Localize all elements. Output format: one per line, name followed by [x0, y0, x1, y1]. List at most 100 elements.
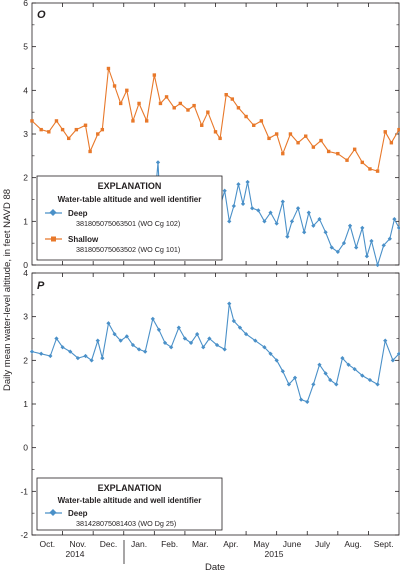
x-month-label-11: Sept. — [374, 539, 394, 549]
panel-o-series-1-point-46 — [352, 147, 357, 151]
panel-p-series-0-point-10 — [100, 356, 105, 361]
panel-o-series-0-point-39 — [341, 241, 347, 246]
panel-p-ytick-label-0: -2 — [20, 530, 28, 540]
panel-p-series-0-point-34 — [253, 338, 258, 343]
legend-o-deep-id: 381805075063501 (WO Cg 102) — [76, 219, 180, 228]
legend-o-subtitle: Water-table altitude and well identifier — [58, 195, 202, 204]
panel-p-series-0-point-23 — [182, 336, 188, 341]
panel-p-series-0-point-15 — [130, 342, 136, 348]
panel-o-series-0-point-42 — [360, 225, 365, 231]
panel-p-series-0-point-29 — [222, 347, 227, 352]
panel-o: 0 1 2 3 4 5 6 O EXPLANATION Water-table altitu… — [23, 0, 400, 270]
panel-o-series-1-point-41 — [311, 145, 316, 149]
legend-p-subtitle: Water-table altitude and well identifier — [58, 496, 202, 505]
panel-o-series-0-point-34 — [311, 223, 316, 228]
panel-o-series-1-point-52 — [397, 127, 400, 132]
panel-p-series-0-point-26 — [201, 345, 206, 350]
panel-p-ytick-label-5: 3 — [23, 312, 28, 322]
panel-o-series-1-point-5 — [67, 136, 71, 141]
panel-o-series-0-point-2 — [155, 160, 161, 165]
year-label-2015: 2015 — [265, 549, 284, 559]
legend-o-title: EXPLANATION — [98, 181, 162, 191]
panel-o-series-0-point-44 — [369, 238, 374, 244]
panel-o-series-1-point-24 — [192, 103, 196, 108]
panel-o-series-1-point-23 — [186, 108, 190, 112]
panel-o-series-1-line — [31, 67, 400, 172]
panel-o-series-1-point-6 — [74, 127, 79, 132]
panel-p-series-0-point-0 — [29, 349, 35, 354]
panel-p-series-0-point-42 — [305, 399, 310, 404]
panel-o-series-0-point-45 — [375, 262, 380, 268]
panel-p-series-0-point-22 — [176, 325, 181, 330]
panel-o-series-0-point-24 — [256, 208, 261, 213]
panel-o-series-1-point-17 — [144, 119, 149, 123]
panel-p-series-0-point-54 — [383, 338, 388, 343]
x-month-label-9: July — [315, 539, 331, 549]
x-month-label-6: Apr. — [223, 539, 238, 549]
panel-p-series-0-point-52 — [367, 377, 373, 383]
panel-o-ytick-label-5: 5 — [23, 42, 28, 52]
panel-o-series-0-point-31 — [295, 206, 301, 211]
panel-o-series-0-point-35 — [317, 217, 322, 222]
panel-o-series-1-point-49 — [375, 169, 380, 173]
panel-p-ytick-label-1: -1 — [20, 486, 28, 496]
panel-p-series-0-point-44 — [317, 362, 322, 367]
x-month-label-2: Dec. — [100, 539, 117, 549]
panel-p-series-0-point-37 — [274, 358, 279, 363]
panel-p-label: P — [37, 280, 45, 292]
panel-o-series-1-point-10 — [100, 127, 105, 132]
panel-o-legend: EXPLANATION Water-table altitude and wel… — [36, 175, 223, 261]
panel-p-series-0-point-56 — [396, 351, 400, 356]
panel-o-series-1-point-9 — [96, 132, 100, 136]
panel-p-series-0-point-27 — [207, 336, 212, 341]
panel-p-series-0-point-1 — [39, 351, 44, 356]
panel-o-series-1-point-51 — [389, 141, 394, 145]
y-axis-label: Daily mean water-level altitude, in feet… — [2, 189, 13, 391]
panel-o-series-1-point-11 — [106, 66, 111, 71]
panel-o-series-0-point-47 — [387, 236, 392, 241]
panel-p-series-0-point-39 — [286, 382, 292, 387]
panel-o-series-0-point-40 — [347, 223, 353, 228]
panel-o-series-1-point-4 — [60, 127, 65, 132]
panel-o-series-1-point-35 — [267, 136, 271, 141]
legend-p-deep-marker — [49, 508, 57, 517]
legend-p-box — [36, 477, 223, 531]
legend-p-deep-name: Deep — [68, 509, 88, 518]
panel-o-series-0-point-29 — [285, 234, 290, 239]
panel-p-series-0-point-51 — [360, 373, 365, 378]
x-month-label-8: June — [283, 539, 302, 549]
panel-p-series-0-line — [31, 303, 400, 403]
panel-p-series-0-point-32 — [237, 325, 243, 330]
panel-o-series-1-point-38 — [288, 132, 293, 136]
panel-o-series-1-point-14 — [125, 88, 129, 93]
panel-o-series-1-point-33 — [252, 123, 256, 127]
panel-p-series-0-point-41 — [299, 397, 304, 402]
panel-o-series-1-point-28 — [218, 136, 222, 141]
panel-o-series-1-point-48 — [368, 167, 372, 171]
panel-o-series-1-point-7 — [83, 123, 88, 127]
panel-o-series-1-point-29 — [224, 93, 228, 97]
panel-o-series-0-point-33 — [306, 210, 311, 215]
year-label-2014: 2014 — [66, 549, 85, 559]
x-month-label-10: Aug. — [344, 539, 362, 549]
panel-o-series-0-point-38 — [335, 249, 340, 255]
panel-p-series-0-point-36 — [268, 351, 273, 356]
panel-o-series-1-point-13 — [118, 101, 123, 106]
panel-o-series-1-point-15 — [131, 119, 135, 123]
panel-o-series-0-point-36 — [323, 230, 328, 235]
panel-o-series-1-point-42 — [319, 138, 323, 143]
panel-o-series-0-point-26 — [268, 210, 273, 215]
x-month-label-3: Jan. — [131, 539, 147, 549]
panel-p-series-0-point-30 — [227, 301, 232, 306]
panel-o-series-1-point-0 — [30, 119, 34, 123]
panel-p-series-0-point-53 — [375, 382, 380, 387]
panel-p-series-0-point-45 — [323, 371, 328, 376]
panel-o-series-1-point-34 — [259, 119, 264, 123]
panel-o-series-0-point-19 — [231, 203, 236, 209]
panel-o-series-1-point-47 — [360, 160, 364, 165]
panel-p-series-0-point-35 — [262, 345, 267, 350]
x-month-label-0: Oct. — [39, 539, 55, 549]
panel-o-series-1-point-21 — [172, 106, 176, 110]
panel-o-series-1-point-43 — [326, 149, 331, 154]
